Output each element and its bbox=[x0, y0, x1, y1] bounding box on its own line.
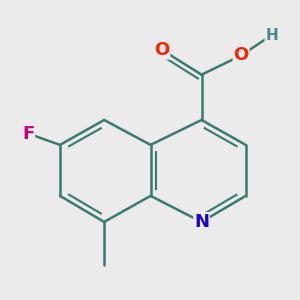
Text: N: N bbox=[194, 213, 209, 231]
Text: H: H bbox=[266, 28, 278, 43]
Text: F: F bbox=[22, 124, 34, 142]
Text: O: O bbox=[233, 46, 249, 64]
Text: O: O bbox=[154, 41, 170, 59]
